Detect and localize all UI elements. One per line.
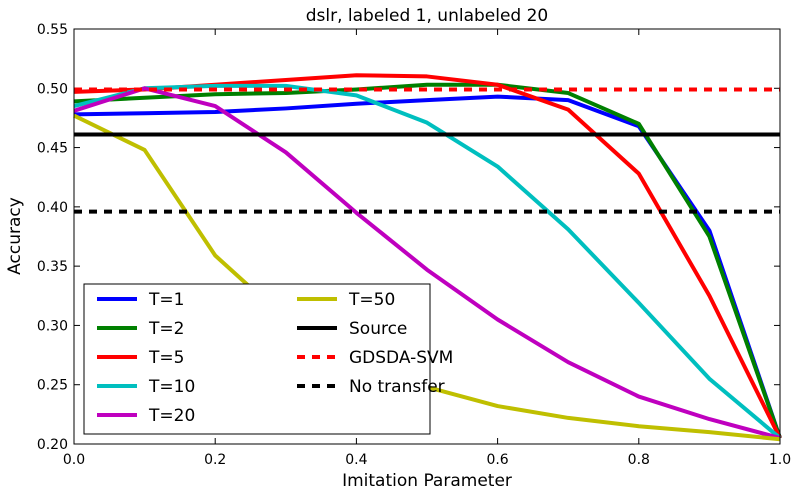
y-tick-label: 0.30 [37, 318, 68, 334]
legend-box [83, 283, 431, 435]
y-tick-label: 0.55 [37, 22, 68, 38]
series-line-t-20 [73, 86, 781, 441]
legend-label-t-2: T=2 [148, 319, 184, 339]
legend-label-t-10: T=10 [148, 377, 195, 397]
chart-title: dslr, labeled 1, unlabeled 20 [306, 6, 549, 26]
x-tick-label: 0.4 [345, 452, 367, 468]
legend-label-t-1: T=1 [148, 290, 184, 310]
legend-label-source: Source [349, 319, 407, 339]
y-tick-label: 0.45 [37, 141, 68, 157]
x-axis-title: Imitation Parameter [342, 471, 512, 491]
x-tick-label: 0.0 [63, 452, 85, 468]
series-line-t-2 [73, 82, 782, 439]
y-axis-title: Accuracy [5, 197, 25, 275]
axis-ticks: 0.0 0.2 0.4 0.6 0.8 1.0 0.20 0.25 0.30 0.35 0.40 0.… [37, 22, 791, 468]
x-tick-label: 0.6 [486, 452, 508, 468]
y-tick-label: 0.50 [37, 81, 68, 97]
x-tick-label: 0.8 [628, 452, 650, 468]
y-tick-label: 0.35 [37, 259, 68, 275]
y-tick-label: 0.40 [37, 200, 68, 216]
y-tick-label: 0.20 [37, 437, 68, 453]
legend-label-gdsda-svm: GDSDA-SVM [349, 348, 453, 368]
plot-frame [73, 28, 781, 445]
series-line-t-10 [73, 83, 782, 440]
x-tick-label: 0.2 [204, 452, 226, 468]
x-tick-label: 1.0 [769, 452, 791, 468]
legend-label-t-5: T=5 [148, 348, 184, 368]
legend-label-t-50: T=50 [348, 290, 395, 310]
legend-label-no-transfer: No transfer [349, 377, 445, 397]
legend: T=1 T=2 T=5 T=10 T=20 T=50 Source GDSDA-SVM No t… [83, 283, 453, 435]
legend-label-t-20: T=20 [148, 406, 195, 426]
y-tick-label: 0.25 [37, 378, 68, 394]
